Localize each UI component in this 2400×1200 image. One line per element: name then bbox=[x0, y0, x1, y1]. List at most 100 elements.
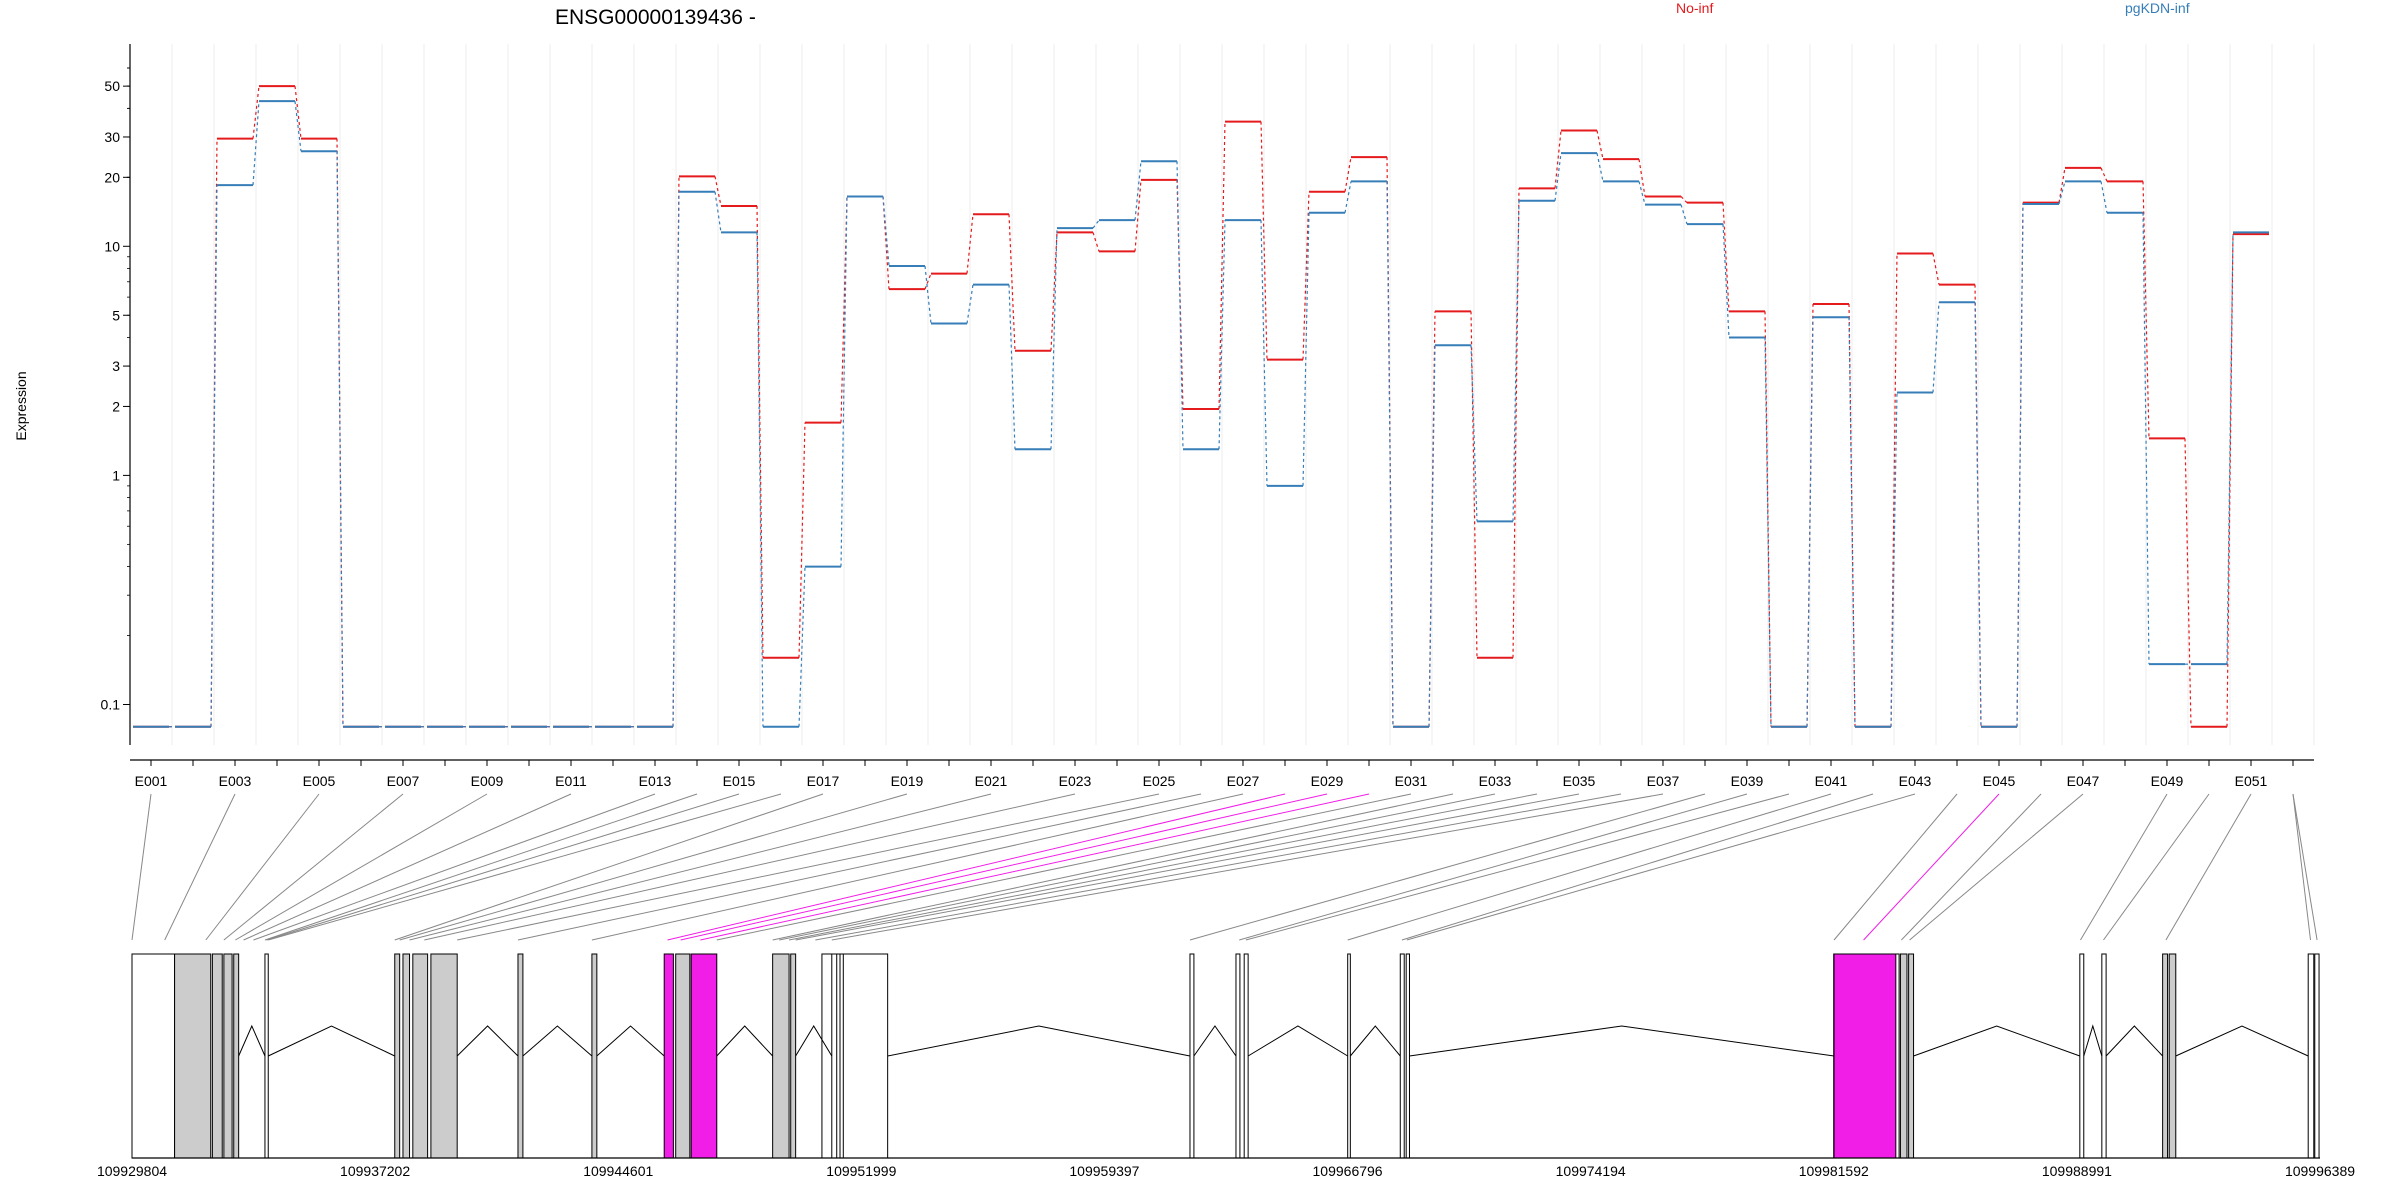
exon bbox=[264, 953, 269, 1159]
series-connector bbox=[1470, 311, 1478, 658]
coordinate-tick-label: 109974194 bbox=[1556, 1163, 1626, 1179]
series-connector bbox=[1554, 130, 1562, 189]
exon bbox=[394, 953, 401, 1159]
exon bbox=[517, 953, 524, 1159]
coordinate-tick-label: 109988991 bbox=[2042, 1163, 2112, 1179]
exon-connectors bbox=[131, 793, 2318, 941]
exon-connector bbox=[772, 793, 1454, 941]
exon bbox=[430, 953, 458, 1159]
x-tick-label: E045 bbox=[1983, 773, 2016, 789]
chart-title: ENSG00000139436 - bbox=[555, 6, 756, 29]
series-connector bbox=[1260, 220, 1268, 486]
exon bbox=[1899, 953, 1908, 1159]
intron bbox=[2175, 1025, 2309, 1057]
plot-grid bbox=[129, 44, 2315, 745]
series-connector bbox=[1638, 159, 1646, 197]
exon-connector bbox=[1406, 793, 1916, 941]
series-connector bbox=[1932, 253, 1940, 285]
x-tick-label: E003 bbox=[219, 773, 252, 789]
series-connector bbox=[714, 176, 722, 207]
exon-connector bbox=[1401, 793, 1874, 941]
intron bbox=[596, 1025, 665, 1057]
exon-connector bbox=[1239, 793, 1748, 941]
x-tick-label: E051 bbox=[2235, 773, 2268, 789]
x-tick-label: E017 bbox=[807, 773, 840, 789]
exon bbox=[233, 953, 240, 1159]
x-tick-label: E029 bbox=[1311, 773, 1344, 789]
exon-connector bbox=[1901, 793, 2042, 941]
series-connector bbox=[798, 566, 806, 727]
series-connector bbox=[1806, 317, 1814, 727]
intron bbox=[2105, 1025, 2163, 1057]
y-axis-label: Expression bbox=[13, 371, 29, 440]
series-connector bbox=[1050, 232, 1058, 351]
series-connector bbox=[252, 86, 260, 139]
exon-connector bbox=[591, 793, 1244, 941]
series-connector bbox=[1302, 191, 1310, 360]
series-connector bbox=[1974, 302, 1982, 727]
series-connector bbox=[1260, 121, 1268, 360]
series-connector bbox=[2142, 181, 2150, 439]
y-tick-label: 30 bbox=[104, 129, 120, 145]
series-connector bbox=[966, 214, 974, 274]
exon-connector bbox=[399, 793, 908, 941]
exon-connector bbox=[2165, 793, 2252, 941]
series-connector bbox=[1386, 181, 1394, 727]
intron bbox=[1409, 1025, 1835, 1057]
exon-connector bbox=[788, 793, 1538, 941]
exon bbox=[1833, 953, 1897, 1159]
exon-connector bbox=[1189, 793, 1706, 941]
series-connector bbox=[1764, 337, 1772, 727]
exon-connector bbox=[223, 793, 404, 941]
exon bbox=[174, 953, 212, 1159]
series-connector bbox=[1344, 181, 1352, 213]
exon-connector bbox=[716, 793, 1412, 941]
exon bbox=[1243, 953, 1249, 1159]
series-connector bbox=[210, 185, 218, 727]
series-layer bbox=[133, 85, 2269, 728]
exon-connector bbox=[1863, 793, 2000, 941]
exon-connector bbox=[394, 793, 824, 941]
exon-connector bbox=[268, 793, 782, 941]
series-connector bbox=[1050, 228, 1058, 450]
x-tick-label: E007 bbox=[387, 773, 420, 789]
series-connector bbox=[2226, 234, 2234, 727]
series-connector bbox=[840, 196, 848, 567]
exon-connector bbox=[795, 793, 1580, 941]
exon bbox=[412, 953, 429, 1159]
series-connector bbox=[1890, 392, 1898, 727]
exon bbox=[2314, 953, 2320, 1159]
exon bbox=[2079, 953, 2085, 1159]
y-tick-label: 10 bbox=[104, 238, 120, 254]
series-connector bbox=[1596, 153, 1604, 182]
coordinate-tick-label: 109929804 bbox=[97, 1163, 167, 1179]
y-tick-label: 20 bbox=[104, 169, 120, 185]
x-tick-label: E023 bbox=[1059, 773, 1092, 789]
exon-connector bbox=[667, 793, 1286, 941]
exon-connector bbox=[243, 793, 572, 941]
x-tick-label: E031 bbox=[1395, 773, 1428, 789]
exon-connector bbox=[2080, 793, 2168, 941]
x-tick-label: E005 bbox=[303, 773, 336, 789]
series-connector bbox=[294, 101, 302, 152]
series-connector bbox=[1008, 214, 1016, 351]
exon bbox=[790, 953, 797, 1159]
series-connector bbox=[2100, 167, 2108, 182]
exon bbox=[591, 953, 598, 1159]
x-tick-label: E043 bbox=[1899, 773, 1932, 789]
series-connector bbox=[1092, 219, 1100, 229]
series-connector bbox=[1596, 130, 1604, 160]
series-connector bbox=[2058, 181, 2066, 205]
exon bbox=[2168, 953, 2177, 1159]
y-axis: 0.1 1 2 3 5 10 20 30 50 bbox=[101, 44, 131, 745]
coordinate-tick-label: 109996389 bbox=[2285, 1163, 2355, 1179]
series-connector bbox=[1722, 202, 1730, 312]
exon bbox=[831, 953, 838, 1159]
exon-connector bbox=[1833, 793, 1958, 941]
series-connector bbox=[252, 101, 260, 186]
exon-connector bbox=[205, 793, 320, 941]
intron bbox=[268, 1025, 395, 1057]
intron bbox=[522, 1025, 593, 1057]
exon-connector bbox=[131, 793, 152, 941]
x-tick-label: E021 bbox=[975, 773, 1008, 789]
